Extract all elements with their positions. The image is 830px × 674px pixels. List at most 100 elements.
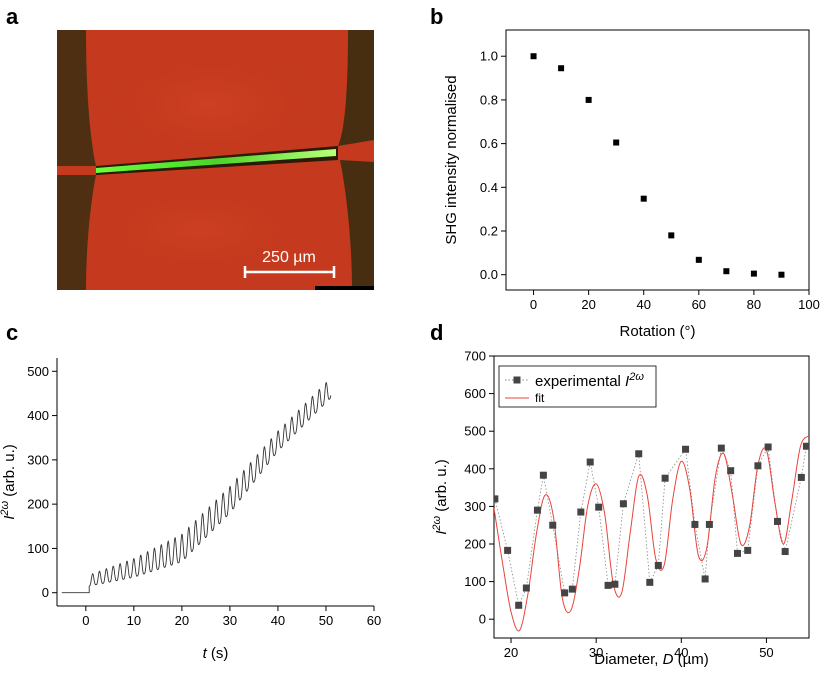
plot-frame [505,29,810,291]
data-point [577,508,585,516]
y-tick-label: 0.8 [480,92,498,107]
y-tick-label: 0.4 [480,180,498,195]
y-tick-label: 0.6 [480,136,498,151]
x-tick-label: 40 [636,297,650,312]
micrograph-right-edge-top [338,30,374,146]
panel-label-a: a [6,4,19,29]
fit-curve [494,435,809,632]
y-tick-label: 600 [464,386,486,401]
y-tick-label: 300 [464,499,486,514]
x-tick-label: 40 [674,645,688,660]
x-tick-label: 10 [127,613,141,628]
data-point [613,139,620,146]
data-point [585,96,592,103]
micrograph-left-edge-top [57,30,96,166]
x-tick-label: 100 [798,297,820,312]
y-axis-label: SHG intensity normalised [443,75,460,244]
x-tick-label: 30 [223,613,237,628]
data-point [654,561,662,569]
x-axis-label: Diameter, D (µm) [594,651,709,668]
chart-c: 0 10 20 30 40 50 60 0 100 200 300 400 500 t (s) I2ω (a… [0,358,381,662]
y-axis-label: I2ω (arb. u.) [0,444,18,520]
data-point [778,271,785,278]
micrograph-highlight-top [90,45,330,165]
data-point [797,473,805,481]
plot-area [494,435,809,632]
data-point [635,450,643,458]
data-point [701,575,709,583]
y-tick-label: 500 [464,424,486,439]
x-tick-label: 60 [367,613,381,628]
data-point [723,268,730,275]
data-point [522,584,530,592]
data-point [515,601,523,609]
y-tick-label: 0 [42,585,49,600]
data-point [695,256,702,263]
data-point [595,503,603,511]
y-tick-label: 700 [464,349,486,364]
data-point [530,53,537,60]
micrograph-image: 250 µm [57,30,374,290]
x-tick-label: 0 [82,613,89,628]
chart-b: 0 20 40 60 80 100 0.0 0.2 0.4 0.6 0.8 1.0 Rotation (… [443,29,820,340]
data-point [754,462,762,470]
y-tick-label: 400 [464,461,486,476]
y-tick-label: 1.0 [480,49,498,64]
x-tick-label: 20 [581,297,595,312]
data-point [533,506,541,514]
micrograph-right-edge-bottom [340,160,374,290]
data-point [558,65,565,72]
y-tick-label: 0.0 [480,267,498,282]
y-tick-label: 500 [27,364,49,379]
legend-experimental-label: experimental I2ω [535,371,644,390]
y-tick-label: 0 [479,612,486,627]
y-axis-label: I2ω (arb. u.) [431,459,450,535]
x-tick-label: 40 [271,613,285,628]
legend-experimental-marker [513,376,521,384]
data-point [727,467,735,475]
data-point [717,444,725,452]
data-point [568,585,576,593]
data-point [661,474,669,482]
x-tick-label: 60 [692,297,706,312]
data-point [611,580,619,588]
data-point [619,500,627,508]
data-point [549,521,557,529]
panel-label-b: b [430,4,443,29]
data-point [561,589,569,597]
data-point [802,442,809,450]
y-tick-label: 100 [464,574,486,589]
data-point [646,578,654,586]
micrograph-left-edge-bottom [57,175,96,290]
data-point [764,443,772,451]
y-tick-label: 400 [27,408,49,423]
x-tick-label: 50 [759,645,773,660]
data-point [750,270,757,277]
x-axis-label: t (s) [203,645,229,662]
x-tick-label: 30 [589,645,603,660]
x-tick-label: 20 [504,645,518,660]
micrograph-highlight-bottom [80,180,320,280]
x-tick-label: 0 [530,297,537,312]
x-tick-label: 20 [175,613,189,628]
data-point [539,471,547,479]
data-point [691,520,699,528]
panel-label-d: d [430,320,443,345]
y-tick-label: 200 [27,497,49,512]
data-point [733,549,741,557]
data-point [640,195,647,202]
x-tick-label: 80 [747,297,761,312]
data-point [744,546,752,554]
data-point [504,546,512,554]
y-tick-label: 200 [464,537,486,552]
y-tick-label: 100 [27,541,49,556]
micrograph-border-corner [315,286,374,290]
chart-d: 20 30 40 500100200300400500600700experiment… [431,349,810,668]
x-tick-label: 50 [319,613,333,628]
data-point [494,495,499,503]
signal-trace [61,381,332,594]
legend-fit-label: fit [535,391,545,405]
scale-bar-label: 250 µm [262,249,316,266]
